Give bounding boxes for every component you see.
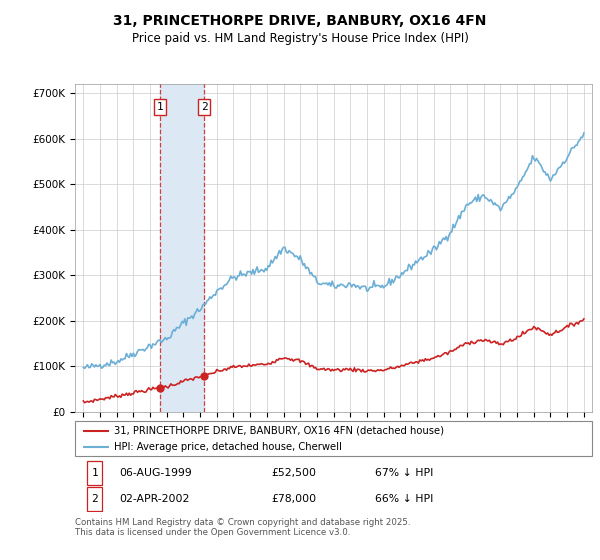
Text: 2: 2 — [201, 102, 208, 112]
Bar — [160, 84, 204, 412]
Text: 2: 2 — [91, 494, 98, 504]
FancyBboxPatch shape — [87, 487, 103, 511]
Text: 1: 1 — [157, 102, 163, 112]
Text: 67% ↓ HPI: 67% ↓ HPI — [375, 468, 433, 478]
Text: Price paid vs. HM Land Registry's House Price Index (HPI): Price paid vs. HM Land Registry's House … — [131, 32, 469, 45]
Text: Contains HM Land Registry data © Crown copyright and database right 2025.
This d: Contains HM Land Registry data © Crown c… — [75, 518, 410, 538]
Text: 1: 1 — [91, 468, 98, 478]
FancyBboxPatch shape — [75, 421, 592, 456]
Text: 02-APR-2002: 02-APR-2002 — [119, 494, 190, 504]
Text: HPI: Average price, detached house, Cherwell: HPI: Average price, detached house, Cher… — [114, 442, 341, 452]
Text: £78,000: £78,000 — [272, 494, 317, 504]
FancyBboxPatch shape — [87, 461, 103, 485]
Text: 06-AUG-1999: 06-AUG-1999 — [119, 468, 192, 478]
Text: 31, PRINCETHORPE DRIVE, BANBURY, OX16 4FN (detached house): 31, PRINCETHORPE DRIVE, BANBURY, OX16 4F… — [114, 426, 444, 436]
Text: £52,500: £52,500 — [272, 468, 317, 478]
Text: 66% ↓ HPI: 66% ↓ HPI — [375, 494, 433, 504]
Text: 31, PRINCETHORPE DRIVE, BANBURY, OX16 4FN: 31, PRINCETHORPE DRIVE, BANBURY, OX16 4F… — [113, 14, 487, 28]
